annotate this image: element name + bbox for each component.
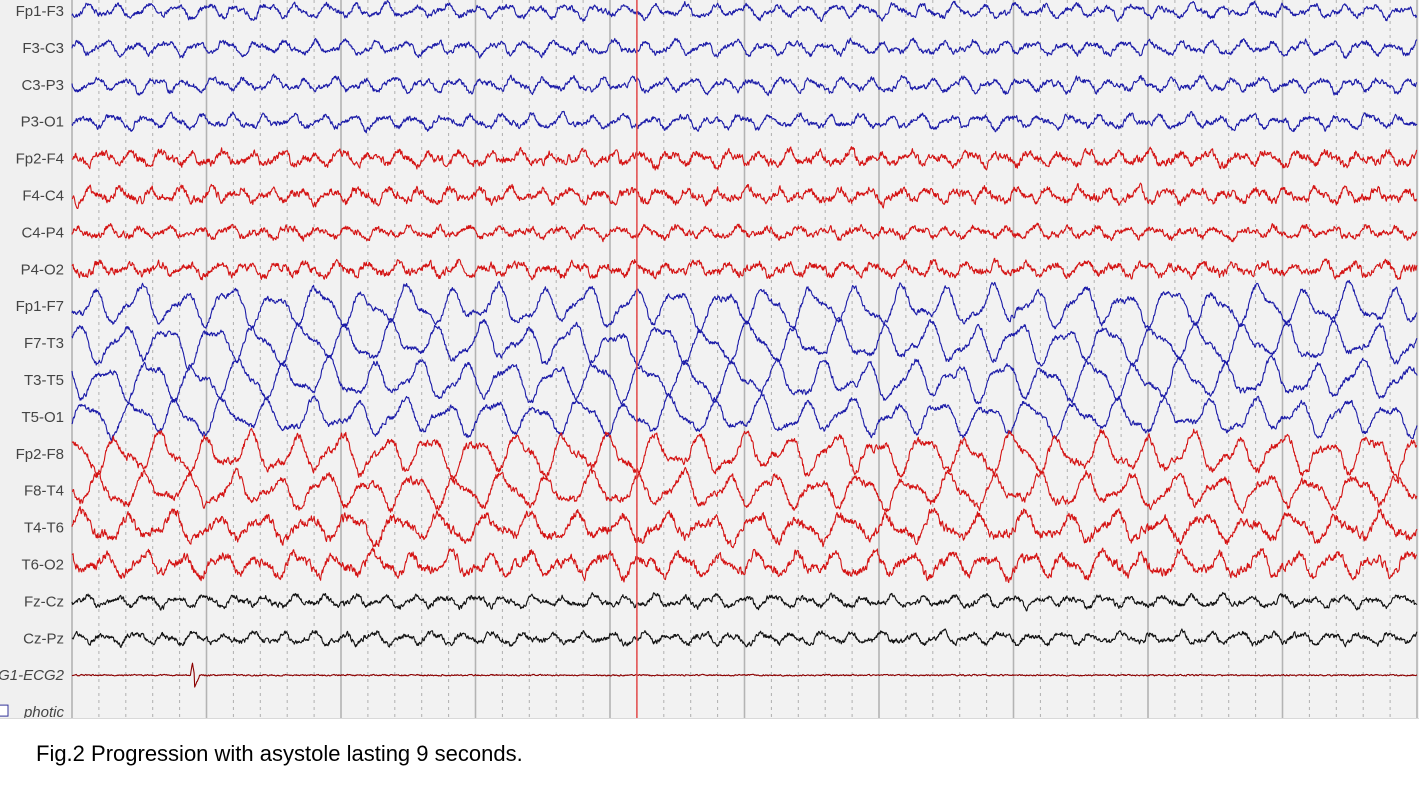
- channel-label: Cz-Pz: [23, 630, 64, 647]
- channel-label: C4-P4: [21, 224, 64, 241]
- photic-checkbox[interactable]: [0, 704, 9, 717]
- channel-label: photic: [23, 704, 65, 718]
- trace-c3-p3: [71, 73, 1418, 97]
- channel-label-panel: [0, 0, 70, 718]
- trace-fp1-f3: [71, 0, 1418, 23]
- trace-layer: [71, 0, 1418, 688]
- trace-t3-t5: [71, 354, 1418, 405]
- trace-p3-o1: [71, 110, 1418, 134]
- trace-t5-o1: [71, 392, 1418, 442]
- channel-label: F4-C4: [22, 188, 64, 205]
- channel-label: P4-O2: [21, 261, 64, 278]
- channel-label: Fp1-F7: [16, 298, 64, 315]
- trace-fp2-f4: [71, 146, 1418, 171]
- channel-labels: Fp1-F3 F3-C3 C3-P3 P3-O1 Fp2-F4 F4-C4 C4-P4 P4-…: [0, 3, 65, 718]
- trace-f3-c3: [71, 37, 1418, 59]
- trace-f8-t4: [71, 466, 1418, 514]
- channel-label: P3-O1: [21, 114, 64, 131]
- channel-label: T4-T6: [24, 520, 64, 537]
- channel-label: F8-T4: [24, 483, 64, 500]
- eeg-trace-chart: Fp1-F3 F3-C3 C3-P3 P3-O1 Fp2-F4 F4-C4 C4-P4 P4-…: [0, 0, 1419, 718]
- trace-p4-o2: [71, 257, 1418, 281]
- trace-f4-c4: [71, 182, 1418, 210]
- channel-label: C3-P3: [21, 77, 64, 94]
- channel-label: Fp2-F4: [16, 151, 64, 168]
- trace-c4-p4: [71, 222, 1418, 243]
- trace-cz-pz: [71, 628, 1418, 649]
- trace-ecg1-ecg2: [71, 662, 1418, 688]
- trace-f7-t3: [71, 316, 1418, 370]
- channel-label: Fz-Cz: [24, 593, 64, 610]
- channel-label: T3-T5: [24, 372, 64, 389]
- trace-fp2-f8: [71, 428, 1418, 481]
- channel-label: T6-O2: [21, 557, 64, 574]
- channel-label: Fp1-F3: [16, 3, 64, 20]
- caption-area: Fig.2 Progression with asystole lasting …: [0, 718, 1419, 793]
- time-grid: [71, 0, 1418, 718]
- eeg-montage-panel: Fp1-F3 F3-C3 C3-P3 P3-O1 Fp2-F4 F4-C4 C4-P4 P4-…: [0, 0, 1419, 718]
- channel-label: T5-O1: [21, 409, 64, 426]
- trace-t6-o2: [71, 547, 1418, 584]
- channel-label: Fp2-F8: [16, 446, 64, 463]
- channel-label: G1-ECG2: [0, 667, 65, 684]
- trace-t4-t6: [71, 506, 1418, 549]
- channel-label: F3-C3: [22, 40, 64, 57]
- trace-fp1-f7: [71, 279, 1418, 334]
- channel-label: F7-T3: [24, 335, 64, 352]
- trace-fz-cz: [71, 591, 1418, 612]
- figure-caption: Fig.2 Progression with asystole lasting …: [36, 741, 523, 766]
